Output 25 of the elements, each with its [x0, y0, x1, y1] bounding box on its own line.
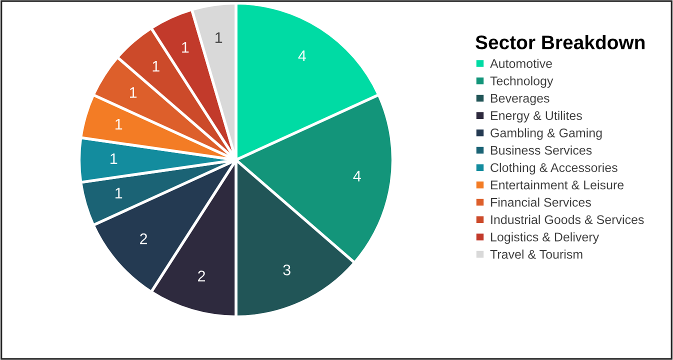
- legend-label: Entertainment & Leisure: [491, 180, 624, 190]
- legend-label: Travel & Tourism: [490, 250, 582, 259]
- legend-label: Automotive: [490, 58, 552, 68]
- data-label: 1: [152, 60, 160, 72]
- data-label: 1: [110, 153, 118, 164]
- legend-label: Beverages: [491, 94, 550, 106]
- legend-label: Gambling & Gaming: [490, 128, 602, 140]
- data-label: 4: [298, 50, 306, 62]
- data-label: 1: [116, 188, 122, 198]
- legend-label: Financial Services: [491, 198, 591, 207]
- data-label: 2: [198, 270, 206, 282]
- data-label: 1: [182, 42, 189, 53]
- legend-label: Clothing & Accessories: [490, 162, 618, 175]
- legend-label: Industrial Goods & Services: [491, 214, 644, 224]
- data-label: 3: [283, 264, 290, 276]
- data-label: 1: [216, 32, 222, 43]
- legend-label: Logistics & Delivery: [491, 232, 600, 244]
- data-label: 1: [116, 118, 122, 130]
- legend-label: Technology: [490, 76, 554, 88]
- data-label: 4: [353, 170, 361, 182]
- legend-label: Energy & Utilites: [491, 110, 582, 122]
- legend-title: Sector Breakdown: [476, 35, 645, 50]
- legend-label: Business Services: [491, 146, 592, 155]
- data-label: 2: [140, 233, 148, 244]
- data-label: 1: [130, 87, 137, 98]
